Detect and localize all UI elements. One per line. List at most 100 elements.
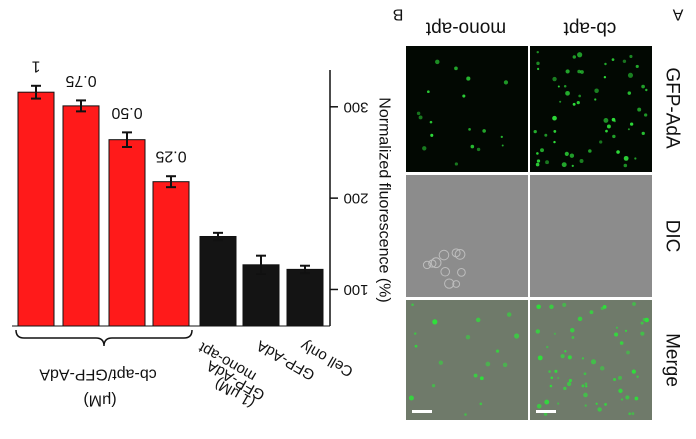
gfp-spot <box>485 361 491 367</box>
gfp-spot <box>623 163 628 168</box>
gfp-spot <box>563 85 567 88</box>
gfp-spot <box>536 304 541 310</box>
gfp-spot <box>584 404 587 407</box>
gfp-spot <box>631 412 635 416</box>
micro-row-label-dic: DIC <box>662 220 683 253</box>
gfp-spot <box>557 85 560 88</box>
gfp-spot <box>564 151 569 156</box>
gfp-spot <box>613 377 617 382</box>
gfp-spot <box>616 150 620 154</box>
gfp-spot <box>536 152 539 155</box>
gfp-spot <box>611 58 615 62</box>
bar-data-label: 0.25 <box>155 148 186 165</box>
bar-1 <box>62 105 100 327</box>
gfp-spot <box>470 144 475 149</box>
gfp-spot <box>635 64 639 69</box>
gfp-spot <box>577 69 581 74</box>
gfp-spot <box>438 360 444 365</box>
bar-2 <box>108 139 146 327</box>
gfp-spot <box>595 402 598 405</box>
gfp-spot <box>572 102 576 106</box>
gfp-spot <box>535 329 540 334</box>
gfp-spot <box>599 140 603 144</box>
dic-cell <box>422 260 432 270</box>
gfp-spot <box>548 370 551 373</box>
micro-row-label-merge: Merge <box>662 333 683 387</box>
gfp-spot <box>627 72 634 78</box>
gfp-spot <box>553 332 557 335</box>
gfp-spot <box>570 327 575 333</box>
gfp-spot <box>634 396 639 401</box>
gfp-spot <box>500 135 503 139</box>
gfp-spot <box>640 331 645 336</box>
y-axis-label: Normalized fluorescence (%) <box>376 97 393 302</box>
gfp-spot <box>612 134 616 139</box>
gfp-spot <box>627 91 632 95</box>
gfp-spot <box>545 160 549 165</box>
gfp-spot <box>565 69 570 74</box>
gfp-spot <box>589 310 594 315</box>
gfp-spot <box>536 61 540 66</box>
gfp-spot <box>514 333 520 339</box>
micro-panel-dic-cb-apt <box>530 175 652 297</box>
bar-6 <box>286 268 324 327</box>
gfp-spot <box>581 357 585 360</box>
gfp-spot <box>435 59 440 65</box>
micro-panel-gfp-mono-apt <box>406 46 528 172</box>
gfp-spot <box>552 76 557 82</box>
gfp-spot <box>597 407 602 412</box>
gfp-spot <box>466 76 471 81</box>
bar-4 <box>199 235 237 327</box>
gfp-spot <box>599 366 605 371</box>
gfp-spot <box>560 354 565 359</box>
gfp-spot <box>536 159 541 163</box>
gfp-spot <box>602 304 607 309</box>
gfp-spot <box>604 62 607 66</box>
gfp-spot <box>620 398 624 401</box>
gfp-spot <box>411 303 414 307</box>
gfp-spot <box>618 388 623 394</box>
gfp-spot <box>540 148 544 153</box>
gfp-spot <box>553 140 556 144</box>
gfp-spot <box>552 115 557 121</box>
gfp-spot <box>506 312 512 317</box>
gfp-spot <box>464 413 467 416</box>
gfp-spot <box>562 302 567 307</box>
micro-panel-dic-mono-apt <box>406 175 528 297</box>
bar-data-label: 1 <box>31 57 40 74</box>
panel-label-b: B <box>393 6 404 23</box>
gfp-spot <box>503 80 509 85</box>
micro-col-label-cb-apt: cb-apt <box>563 18 617 39</box>
gfp-spot <box>594 88 599 94</box>
gfp-spot <box>549 304 554 310</box>
gfp-spot <box>549 384 553 388</box>
group-bracket <box>15 329 193 347</box>
dic-cell <box>430 257 442 269</box>
gfp-spot <box>581 384 585 388</box>
gfp-spot <box>465 334 471 340</box>
gfp-spot <box>590 359 597 365</box>
scale-bar <box>412 410 432 413</box>
gfp-spot <box>625 395 630 400</box>
gfp-spot <box>583 372 587 376</box>
micro-panel-gfp-cb-apt <box>530 46 652 172</box>
gfp-spot <box>561 162 567 168</box>
gfp-spot <box>501 144 504 147</box>
gfp-spot <box>563 386 567 391</box>
gfp-spot <box>553 130 557 133</box>
micro-row-label-gfp-ada: GFP-AdA <box>662 67 683 149</box>
y-tick-label: 100 <box>343 281 368 298</box>
dic-cell <box>444 278 455 289</box>
gfp-spot <box>624 329 628 332</box>
gfp-spot <box>631 369 636 374</box>
gfp-spot <box>641 84 645 89</box>
gfp-spot <box>576 100 580 105</box>
gfp-spot <box>414 332 417 335</box>
scale-bar <box>536 410 556 413</box>
gfp-spot <box>556 402 560 405</box>
y-tick-label: 300 <box>343 98 368 115</box>
gfp-spot <box>408 395 414 401</box>
gfp-spot <box>543 412 548 416</box>
gfp-spot <box>479 376 484 381</box>
